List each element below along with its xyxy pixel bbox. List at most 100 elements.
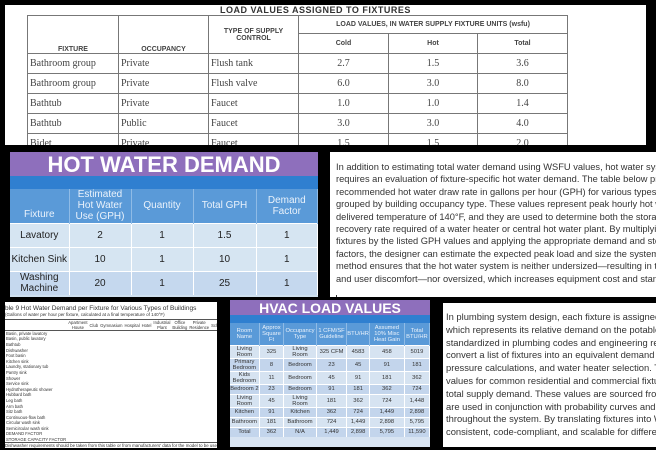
table-cell: 5,795 xyxy=(369,426,405,437)
table-cell: 325 xyxy=(259,344,285,358)
table-row: Sitz bath xyxy=(5,409,217,415)
table-cell: Bathroom xyxy=(283,416,317,427)
panel-title: HVAC LOAD VALUES xyxy=(230,300,430,316)
table-row: Dishwasher xyxy=(5,347,217,353)
text-line: recommended hot water draw rate in gallo… xyxy=(336,186,656,197)
table-row: Laundry, stationary tub xyxy=(5,364,217,370)
row-label: Kitchen sink xyxy=(6,358,29,364)
text-line: recovery rate required of a water heater… xyxy=(336,224,656,235)
table-row: Washing Machine 20 1 25 1 xyxy=(10,270,318,295)
table-cell: Kitchen xyxy=(283,406,317,417)
table-cell: Faucet xyxy=(208,133,299,145)
row-label: Shower xyxy=(6,375,21,381)
table-cell: Living Room xyxy=(283,344,317,358)
value-cell xyxy=(152,437,171,443)
table-row: Primary Bedroom 8 Bedroom 23 45 91 181 xyxy=(230,357,430,371)
text-line: fixtures by the listed GPH values and ap… xyxy=(336,236,656,247)
table-row: Bathtub xyxy=(5,342,217,348)
table-cell: 23 xyxy=(259,383,285,394)
row-label: Dishwasher xyxy=(6,347,28,353)
table-cell: Private xyxy=(118,133,209,145)
table-cell: Private xyxy=(118,53,209,74)
table-cell: Bathroom group xyxy=(27,73,119,94)
table-row: Kitchen sink xyxy=(5,358,217,364)
row-label: Foot basin xyxy=(6,353,26,359)
table-title: LOAD VALUES ASSIGNED TO FIXTURES xyxy=(220,5,411,15)
table-cell: Kitchen Sink xyxy=(10,246,70,271)
table-cell: 91 xyxy=(259,406,285,417)
value-cell xyxy=(124,437,141,443)
table-cell: 181 xyxy=(369,370,405,384)
hot-water-text-document[interactable]: In addition to estimating total water de… xyxy=(330,152,656,297)
table-cell: 3.0 xyxy=(388,73,478,94)
table-row: Continuous-flow bath xyxy=(5,414,217,420)
table-row: DEMAND FACTOR xyxy=(5,431,217,437)
text-line: grouped by building occupancy type. Thes… xyxy=(336,199,656,210)
header-cell: Gymnasium xyxy=(99,319,124,331)
hot-water-demand-table: Fixture Estimated Hot Water Use (GPH) Qu… xyxy=(10,189,318,295)
table-cell: 1,448 xyxy=(404,393,430,407)
table-subtitle: (Gallons of water per hour per fixture, … xyxy=(5,312,165,317)
table-row: Bathroom 181 Bathroom 724 1,449 2,898 5,795 xyxy=(230,416,430,427)
header-cell: Assumed 10% Misc Heat Gain xyxy=(369,323,405,345)
text-line: In addition to estimating total water de… xyxy=(336,162,656,172)
table-cell: 8.0 xyxy=(477,73,568,94)
table-cell: 1.0 xyxy=(388,93,478,114)
header-cell: Occupancy Type xyxy=(283,323,317,345)
table-row: Basin, private lavatory xyxy=(5,331,217,337)
table-row: Basin, public lavatory xyxy=(5,336,217,342)
panel-title: HOT WATER DEMAND xyxy=(10,152,318,177)
header-cell: Total GPH xyxy=(193,189,257,223)
table-row: Semicircular wash sink xyxy=(5,426,217,432)
table-cell: Bathroom xyxy=(230,416,260,427)
text-line: which represents its relative demand on … xyxy=(446,323,656,335)
text-line: consistent, code-compliant, and scalable… xyxy=(446,426,656,438)
table-cell: Bidet xyxy=(27,133,119,145)
table-cell: 2,898 xyxy=(404,406,430,417)
table-cell: Primary Bedroom xyxy=(230,357,260,371)
table-cell: 10 xyxy=(193,246,257,271)
table-cell: 724 xyxy=(346,406,370,417)
text-line: pressure calculations, and water heater … xyxy=(446,362,656,374)
table-cell: 4.0 xyxy=(477,113,568,134)
table-cell: Bathroom group xyxy=(27,53,119,74)
table-cell: Faucet xyxy=(208,113,299,134)
table-cell: 1 xyxy=(256,246,318,271)
table-cell: Bathtub xyxy=(27,93,119,114)
row-label: DEMAND FACTOR xyxy=(6,431,43,437)
text-line: total supply demand. These values are so… xyxy=(446,387,656,399)
table-cell: 11 xyxy=(259,370,285,384)
table-row: Living Room 325 Living Room 325 CFM 4583 458 5… xyxy=(230,344,430,358)
text-line: delivered temperature of 140°F, and they… xyxy=(336,211,656,222)
header-cell: School xyxy=(210,319,217,331)
table-row: Shower xyxy=(5,375,217,381)
table-cell: 10 xyxy=(69,246,132,271)
text-line: throughout the system. By translating fi… xyxy=(446,413,656,425)
header-cell: Quantity xyxy=(131,189,194,223)
table-row: Arm bath xyxy=(5,403,217,409)
table-cell: 2,898 xyxy=(369,416,405,427)
hot-water-demand-panel: HOT WATER DEMAND Fixture Estimated Hot W… xyxy=(10,152,318,297)
table-cell: Kitchen xyxy=(230,406,260,417)
text-line: standardized in plumbing codes and engin… xyxy=(446,336,656,348)
table-cell: 724 xyxy=(404,383,430,394)
table-cell: Lavatory xyxy=(10,222,70,247)
row-label: Hydrotherapeutic shower xyxy=(6,386,53,392)
table-cell: Flush valve xyxy=(208,73,299,94)
hvac-load-values-panel: HVAC LOAD VALUES Room Name Approx Square … xyxy=(230,300,430,447)
table-cell: 23 xyxy=(316,357,348,371)
table-cell: 3.0 xyxy=(298,113,389,134)
table-cell: Bedroom xyxy=(283,357,317,371)
table-cell: 362 xyxy=(369,383,405,394)
table-cell: 458 xyxy=(369,344,405,358)
table-cell: 181 xyxy=(404,357,430,371)
value-cell xyxy=(210,437,217,443)
wsfu-text-document[interactable]: In plumbing system design, each fixture … xyxy=(443,303,656,447)
table-row: Hubbard bath xyxy=(5,392,217,398)
header-cell: Industrial Plant xyxy=(152,319,172,331)
value-cell xyxy=(99,437,123,443)
header-load-values: LOAD VALUES, IN WATER SUPPLY FIXTURE UNI… xyxy=(298,15,568,34)
table-cell: 362 xyxy=(259,426,285,437)
note-line: Dishwasher requirements should be taken … xyxy=(5,442,217,448)
row-label: Arm bath xyxy=(6,403,23,409)
